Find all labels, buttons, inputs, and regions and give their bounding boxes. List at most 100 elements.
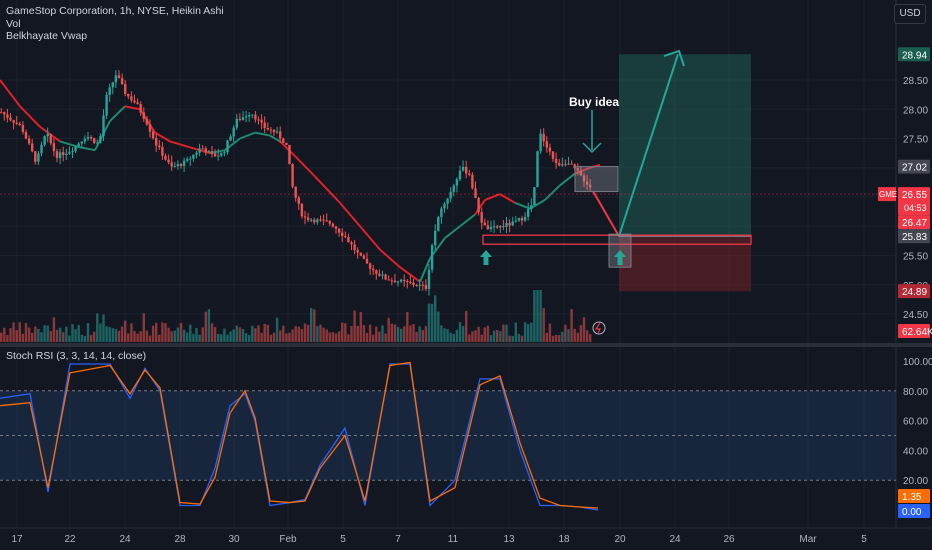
volume-bar <box>12 322 15 342</box>
volume-bar <box>368 324 372 342</box>
candle-body <box>40 144 43 154</box>
volume-bar <box>179 323 183 342</box>
volume-bar <box>489 335 493 342</box>
volume-bar <box>220 334 223 342</box>
volume-bar <box>465 310 468 342</box>
entry-box <box>574 166 619 193</box>
volume-bar <box>403 326 406 342</box>
candle-body <box>474 188 477 199</box>
volume-bar <box>564 324 567 342</box>
volume-bar <box>297 326 300 342</box>
candle-body <box>387 279 390 281</box>
candle-body <box>350 242 353 245</box>
candle-body <box>427 269 431 290</box>
candle-body <box>564 164 567 166</box>
volume-bar <box>455 329 459 342</box>
candle-body <box>527 209 530 217</box>
candle-body <box>316 219 319 223</box>
stoch-d-line <box>0 361 599 509</box>
candle-body <box>381 274 384 276</box>
currency-button[interactable]: USD <box>894 4 926 24</box>
candle-body <box>365 258 369 264</box>
candle-body <box>37 153 40 162</box>
candle-body <box>499 226 502 228</box>
volume-bar <box>520 335 524 342</box>
volume-bar <box>440 325 443 342</box>
drawings[interactable]: Buy idea <box>480 49 752 335</box>
candle-body <box>297 197 300 204</box>
volume-bar <box>204 311 207 342</box>
volume-bar <box>139 331 142 342</box>
vwap-segment <box>314 175 341 204</box>
candle-body <box>313 219 316 223</box>
candle-body <box>437 217 440 231</box>
candle-body <box>117 75 121 79</box>
volume-bar <box>542 308 545 342</box>
stoch-rsi-legend[interactable]: Stoch RSI (3, 3, 14, 14, close) <box>6 350 147 362</box>
volume-bar <box>505 324 508 342</box>
volume-bar <box>474 330 477 342</box>
candle-body <box>12 120 15 123</box>
volume-bar <box>248 335 251 342</box>
volume-bar <box>341 322 344 342</box>
prev-price-label-bg <box>898 215 930 230</box>
volume-bar <box>15 330 18 342</box>
candle-body <box>378 273 381 276</box>
price-tick: 27.50 <box>903 135 928 146</box>
volume-bar <box>530 322 533 342</box>
volume-bar <box>582 317 586 342</box>
candle-body <box>372 268 375 271</box>
candle-body <box>89 137 93 139</box>
chart-title[interactable]: GameStop Corporation, 1h, NYSE, Heikin A… <box>6 5 224 17</box>
volume-bar <box>523 322 527 342</box>
candle-body <box>331 223 335 227</box>
candle-body <box>266 128 269 130</box>
volume-bar <box>52 317 56 342</box>
candle-body <box>492 226 496 228</box>
candle-body <box>114 75 118 83</box>
volume-bar <box>468 334 471 342</box>
volume-bar <box>570 309 573 342</box>
volume-bar <box>548 323 552 342</box>
vwap-segment <box>254 131 271 137</box>
candle-body <box>554 158 558 164</box>
candles <box>0 70 592 296</box>
candle-body <box>105 94 108 116</box>
candle-body <box>337 228 341 233</box>
candle-body <box>77 143 80 146</box>
volume-bar <box>375 326 378 342</box>
indicator-vol-label[interactable]: Vol <box>6 17 21 30</box>
volume-bar <box>148 335 152 342</box>
buy-arrow-icon <box>480 250 492 265</box>
volume-bar <box>589 334 592 342</box>
volume-bar <box>409 325 412 342</box>
candle-body <box>322 219 325 221</box>
volume-bar <box>244 333 248 342</box>
volume-bar <box>145 330 149 342</box>
prev-price-label: 26.47 <box>902 218 927 229</box>
volume-bar <box>536 290 539 342</box>
volume-bar <box>483 327 486 342</box>
candle-body <box>43 136 46 145</box>
symbol-tag-bg <box>878 187 896 202</box>
candle-body <box>151 131 155 139</box>
vwap-segment <box>239 131 256 140</box>
candle-body <box>353 244 356 251</box>
volume-bar <box>161 322 164 342</box>
candle-body <box>198 148 201 153</box>
candle-body <box>455 179 459 186</box>
candle-body <box>130 96 133 101</box>
volume-bar <box>27 327 31 342</box>
candle-body <box>319 219 322 221</box>
volume-bar <box>111 328 114 342</box>
volume-bar <box>257 325 260 342</box>
vwap-segment <box>109 105 126 122</box>
candle-body <box>71 151 74 153</box>
volume-bar <box>108 327 111 342</box>
long-position-tool[interactable] <box>619 54 751 292</box>
candle-body <box>260 119 263 123</box>
volume-bar <box>34 326 37 342</box>
candle-body <box>176 163 180 167</box>
indicator-vwap-label[interactable]: Belkhayate Vwap <box>6 30 88 42</box>
